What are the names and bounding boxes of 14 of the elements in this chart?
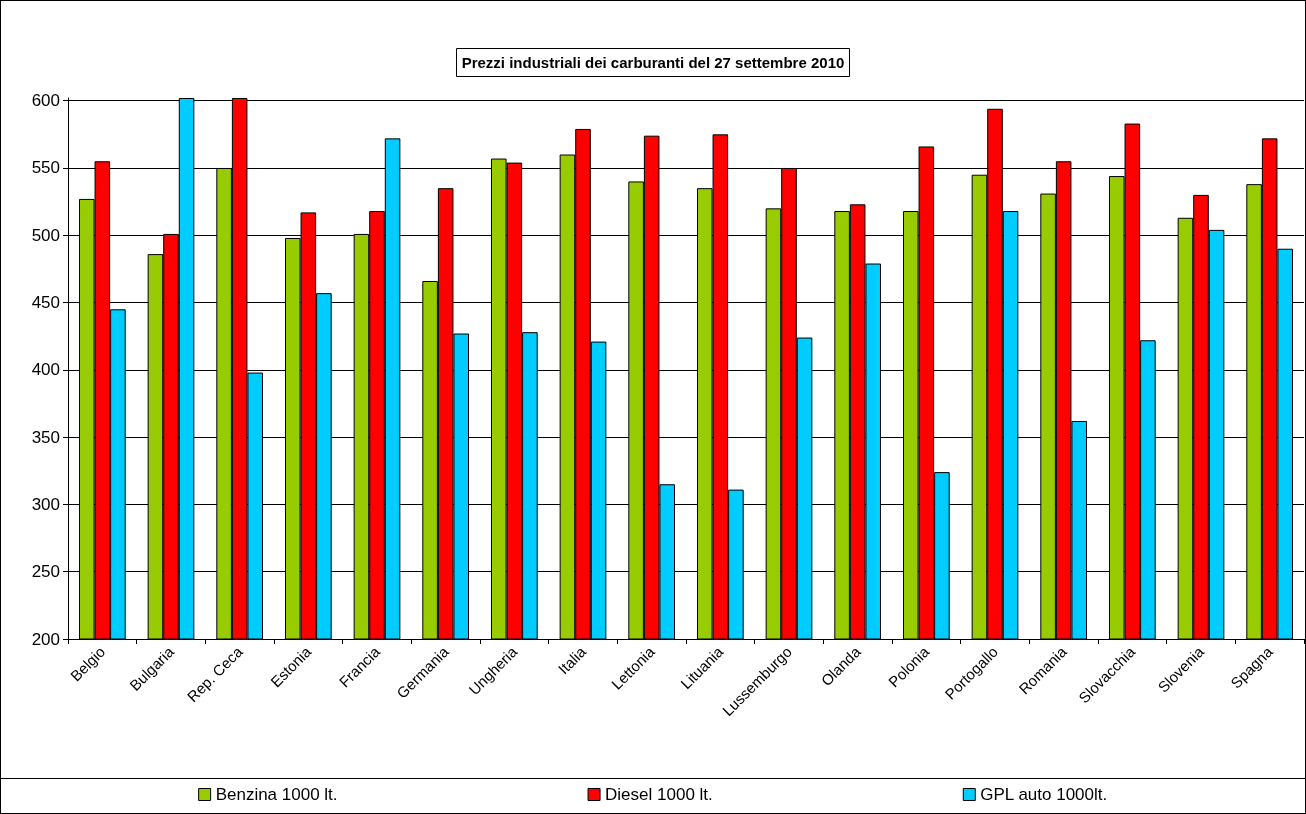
y-tick-label: 500 [31, 225, 60, 245]
y-tick-label: 450 [31, 293, 60, 313]
y-tick-label: 400 [31, 360, 60, 380]
y-tick-label: 250 [31, 562, 60, 582]
y-tick-label: 200 [31, 629, 60, 649]
x-tick-label: Italia [554, 642, 590, 678]
legend-label: Diesel 1000 lt. [605, 785, 713, 804]
y-tick-label: 600 [31, 91, 60, 111]
legend-label: GPL auto 1000lt. [980, 785, 1108, 804]
chart-title: Prezzi industriali dei carburanti del 27 settembre 2010 [461, 54, 845, 71]
y-tick-label: 300 [31, 494, 60, 514]
y-tick-label: 550 [31, 158, 60, 178]
legend-label: Benzina 1000 lt. [215, 785, 338, 804]
y-tick-label: 350 [31, 427, 60, 447]
